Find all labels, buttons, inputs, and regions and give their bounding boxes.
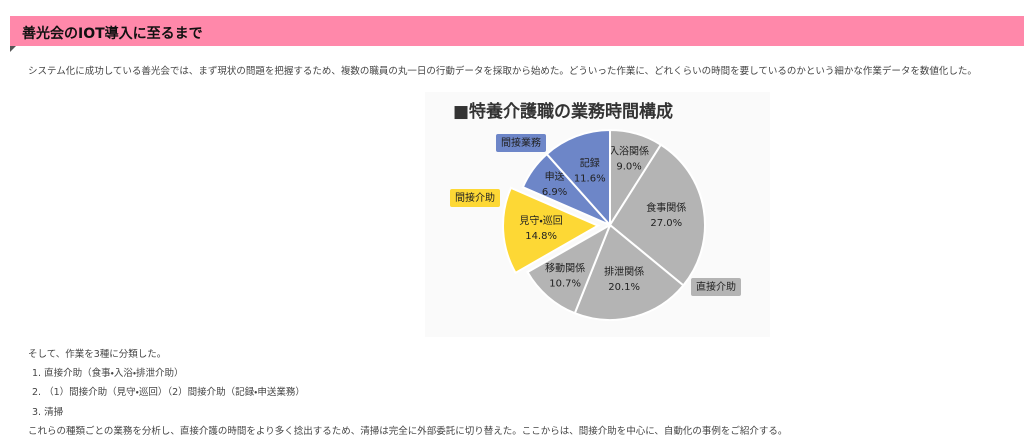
pie-slice xyxy=(545,128,611,228)
group-box xyxy=(496,134,546,152)
pie-slice xyxy=(502,186,601,275)
list-item: 2. （1）間接介助（見守・巡回）（2）間接介助（記録・申送業務） xyxy=(32,387,305,398)
value-label: 6.9% xyxy=(542,187,567,198)
pie-slice xyxy=(573,223,685,321)
slice-label: 記録 xyxy=(580,157,600,170)
lead: そして、作業を3種に分類した。 xyxy=(28,349,167,360)
value-label: 11.6% xyxy=(574,174,606,185)
corner-mark xyxy=(10,46,16,52)
closing: これらの種類ごとの業務を分析し、直接介護の時間をより多く捻出するため、清掃は完全… xyxy=(28,426,788,437)
header-title: 善光会のIOT導入に至るまで xyxy=(22,26,203,42)
header-bar: 善光会のIOT導入に至るまで xyxy=(10,16,1024,46)
intro: システム化に成功している善光会では、まず現状の問題を把握するため、複数の職員の丸… xyxy=(28,66,977,77)
list-item: 3. 清掃 xyxy=(32,407,64,418)
slice-label: 排泄関係 xyxy=(604,265,644,278)
value-label: 9.0% xyxy=(616,161,641,172)
slice-label: 申送 xyxy=(545,170,565,183)
group-box xyxy=(691,278,741,296)
slice-label: 食事関係 xyxy=(646,201,686,214)
value-label: 27.0% xyxy=(650,218,682,229)
group-label: 直接介助 xyxy=(696,280,736,293)
slice-label: 見守・巡回 xyxy=(519,215,562,227)
slice-label: 移動関係 xyxy=(545,262,585,275)
value-label: 14.8% xyxy=(525,231,557,242)
group-label: 間接介助 xyxy=(455,191,495,204)
chart-title: ■特養介護職の業務時間構成 xyxy=(453,101,673,122)
group-box xyxy=(450,189,500,207)
list-item: 1. 直接介助（食事・入浴・排泄介助） xyxy=(32,368,184,379)
group-label: 間接業務 xyxy=(501,136,541,149)
value-label: 10.7% xyxy=(549,279,581,290)
pie-slice xyxy=(608,143,706,287)
slice-label: 入浴関係 xyxy=(609,144,649,157)
pie-slice xyxy=(526,222,612,315)
value-label: 20.1% xyxy=(608,282,640,293)
